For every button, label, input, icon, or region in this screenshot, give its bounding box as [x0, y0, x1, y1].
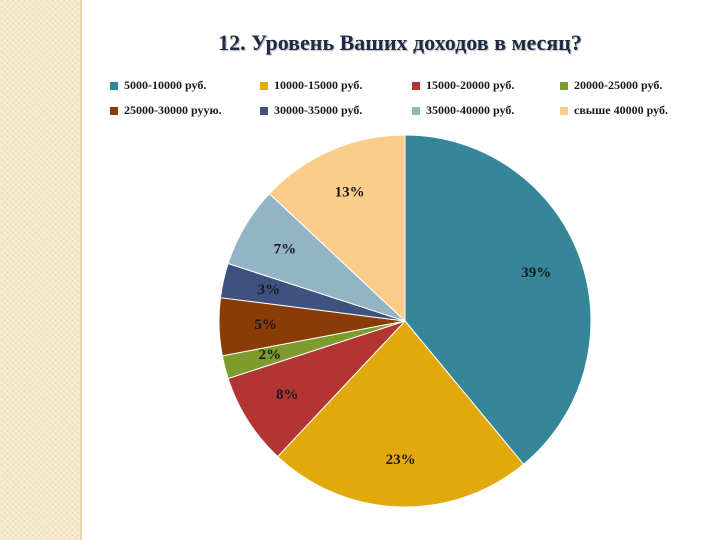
decorative-side-stripe: [0, 0, 80, 540]
legend-swatch: [110, 106, 118, 115]
pie-labels: 39% 23% 8% 2% 5% 3% 7% 13%: [254, 184, 551, 467]
legend-item-25000-30000: 25000-30000 руую.: [110, 103, 260, 118]
slice-percent-label: 13%: [335, 184, 365, 200]
pie-slice: [227, 320, 406, 458]
slice-percent-label: 7%: [274, 241, 297, 257]
legend-label: 30000-35000 руб.: [274, 103, 363, 117]
pie-slice: [268, 134, 406, 323]
legend-item-10000-15000: 10000-15000 руб.: [260, 78, 412, 93]
chart-legend: 5000-10000 руб. 10000-15000 руб. 15000-2…: [110, 78, 710, 118]
legend-swatch: [260, 81, 268, 90]
legend-label: 5000-10000 руб.: [124, 78, 207, 92]
legend-swatch: [560, 106, 568, 115]
legend-item-15000-20000: 15000-20000 руб.: [412, 78, 560, 93]
legend-label: 15000-20000 руб.: [426, 78, 515, 92]
legend-swatch: [260, 106, 268, 115]
legend-item-over-40000: свыше 40000 руб.: [560, 103, 700, 118]
pie-slices: [218, 134, 592, 508]
legend-label: 20000-25000 руб.: [574, 78, 663, 92]
slice-percent-label: 39%: [521, 265, 551, 281]
legend-item-20000-25000: 20000-25000 руб.: [560, 78, 700, 93]
legend-swatch: [110, 81, 118, 90]
legend-swatch: [412, 81, 420, 90]
legend-item-30000-35000: 30000-35000 руб.: [260, 103, 412, 118]
side-stripe-edge: [80, 0, 82, 540]
slice-percent-label: 3%: [258, 282, 281, 298]
legend-label: 35000-40000 руб.: [426, 103, 515, 117]
legend-swatch: [560, 81, 568, 90]
legend-label: 25000-30000 руую.: [124, 103, 222, 117]
pie-slice: [276, 320, 525, 508]
slice-percent-label: 2%: [259, 347, 282, 363]
slice-percent-label: 8%: [276, 387, 299, 403]
slice-percent-label: 23%: [386, 452, 416, 468]
legend-swatch: [412, 106, 420, 115]
legend-item-35000-40000: 35000-40000 руб.: [412, 103, 560, 118]
chart-title: 12. Уровень Ваших доходов в месяц?: [218, 30, 582, 55]
legend-label: 10000-15000 руб.: [274, 78, 363, 92]
legend-label: свыше 40000 руб.: [574, 103, 668, 117]
pie-slice: [404, 134, 592, 466]
legend-item-5000-10000: 5000-10000 руб.: [110, 78, 260, 93]
slice-percent-label: 5%: [254, 317, 277, 333]
